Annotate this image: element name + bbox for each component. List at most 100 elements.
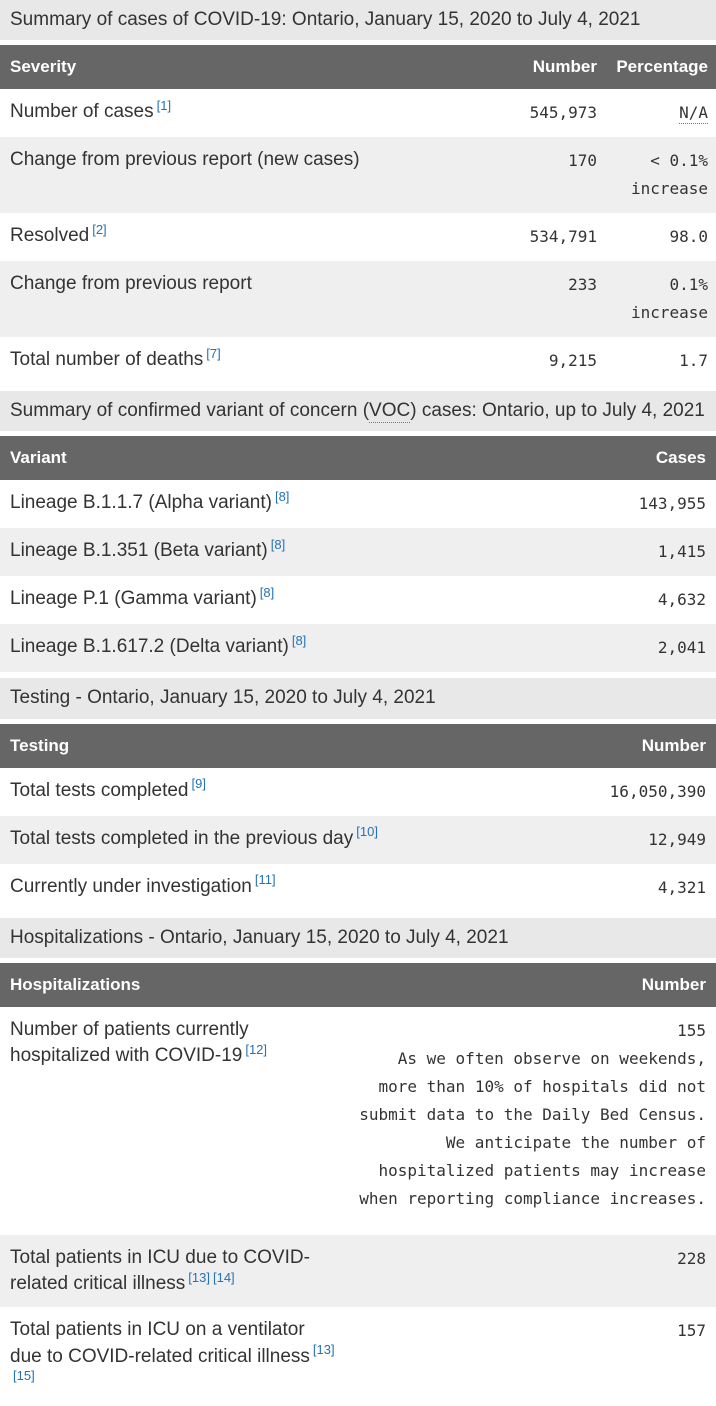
table-row: Change from previous report 233 0.1% inc… [0, 261, 716, 338]
cases-table-caption: Summary of cases of COVID-19: Ontario, J… [0, 0, 716, 41]
row-label-text: Total number of deaths [10, 349, 204, 371]
table-row: Lineage B.1.351 (Beta variant) [8] 1,415 [0, 528, 716, 577]
percentage-cell: N/A [597, 89, 716, 137]
row-label-text: Change from previous report [10, 273, 252, 295]
column-header-testing: Testing [0, 723, 560, 768]
row-label-text: Number of patients currently hospitalize… [10, 1018, 249, 1067]
column-header-hospitalizations: Hospitalizations [0, 962, 348, 1007]
voc-table-caption: Summary of confirmed variant of concern … [0, 391, 716, 432]
number-cell: 157 [677, 1321, 706, 1341]
caption-text: ) cases: Ontario, up to July 4, 2021 [410, 400, 705, 422]
percentage-value: < 0.1% [650, 151, 708, 171]
row-label-text: Total patients in ICU due to COVID-relat… [10, 1246, 310, 1295]
percentage-cell: 0.1% increase [597, 261, 716, 337]
number-cell: 12,949 [648, 829, 706, 849]
row-label: Change from previous report (new cases) [0, 137, 479, 213]
number-cell: 534,791 [529, 227, 597, 247]
cases-cell: 4,632 [657, 590, 706, 610]
table-row: Total tests completed [9] 16,050,390 [0, 767, 716, 816]
table-row: Number of cases [1] 545,973 N/A [0, 89, 716, 138]
voc-section: Summary of confirmed variant of concern … [0, 391, 716, 673]
footnote-link[interactable]: [13] [312, 1342, 335, 1358]
column-header-variant: Variant [0, 436, 560, 481]
footnote-link[interactable]: [15] [13, 1368, 35, 1384]
row-label-text: Number of cases [10, 101, 154, 123]
footnote-link[interactable]: [14] [212, 1269, 235, 1285]
percentage-cell: 1.7 [679, 351, 708, 371]
cases-table: Severity Number Percentage Number of cas… [0, 45, 716, 386]
voc-header-row: Variant Cases [0, 436, 716, 481]
footnote-link[interactable]: [2] [92, 221, 107, 237]
number-cell: 545,973 [529, 103, 597, 123]
cases-section: Summary of cases of COVID-19: Ontario, J… [0, 0, 716, 386]
footnote-link[interactable]: [11] [254, 872, 276, 888]
row-label-text: Lineage B.1.617.2 (Delta variant) [10, 636, 289, 658]
row-label-text: Lineage P.1 (Gamma variant) [10, 588, 257, 610]
percentage-cell: 98.0 [669, 227, 708, 247]
cases-cell: 2,041 [657, 638, 706, 658]
testing-header-row: Testing Number [0, 723, 716, 768]
footnote-link[interactable]: [8] [291, 633, 307, 649]
row-label: Total number of deaths [7] [0, 337, 479, 385]
table-row: Lineage B.1.1.7 (Alpha variant) [8] 143,9… [0, 480, 716, 529]
not-applicable-abbr: N/A [679, 103, 708, 125]
percentage-direction: increase [630, 179, 708, 199]
row-label: Total patients in ICU due to COVID-relat… [0, 1235, 348, 1307]
testing-table-caption: Testing - Ontario, January 15, 2020 to J… [0, 678, 716, 719]
table-row: Total number of deaths [7] 9,215 1.7 [0, 337, 716, 386]
footnote-link[interactable]: [8] [270, 537, 286, 553]
row-label: Number of patients currently hospitalize… [0, 1007, 348, 1235]
row-label: Total tests completed in the previous da… [0, 816, 560, 864]
row-label-text: Currently under investigation [10, 875, 252, 897]
row-label-text: Lineage B.1.351 (Beta variant) [10, 540, 268, 562]
row-label-text: Total tests completed [10, 779, 189, 801]
column-header-cases: Cases [560, 436, 716, 481]
number-cell: 233 [568, 275, 597, 295]
column-header-number: Number [348, 962, 716, 1007]
table-row: Total tests completed in the previous da… [0, 815, 716, 864]
hospitalizations-table: Hospitalizations Number Number of patien… [0, 962, 716, 1406]
table-row: Number of patients currently hospitalize… [0, 1006, 716, 1235]
cases-cell: 143,955 [638, 494, 706, 514]
row-label: Number of cases [1] [0, 89, 479, 137]
hospitalizations-table-caption: Hospitalizations - Ontario, January 15, … [0, 917, 716, 958]
table-row: Total patients in ICU on a ventilator du… [0, 1307, 716, 1406]
caption-text: Summary of confirmed variant of concern … [10, 400, 370, 422]
row-label: Lineage B.1.351 (Beta variant) [8] [0, 528, 560, 576]
row-label: Lineage B.1.617.2 (Delta variant) [8] [0, 624, 560, 672]
footnote-link[interactable]: [10] [356, 824, 378, 840]
cases-cell: 1,415 [657, 542, 706, 562]
testing-section: Testing - Ontario, January 15, 2020 to J… [0, 678, 716, 912]
voc-abbr: VOC [369, 400, 411, 424]
table-row: Change from previous report (new cases) … [0, 137, 716, 214]
column-header-severity: Severity [0, 45, 479, 90]
row-label: Currently under investigation [11] [0, 864, 560, 912]
footnote-link[interactable]: [8] [259, 585, 275, 601]
row-label-text: Lineage B.1.1.7 (Alpha variant) [10, 492, 272, 514]
number-cell: 155 As we often observe on weekends, mor… [348, 1007, 716, 1235]
number-cell: 170 [568, 151, 597, 171]
table-row: Resolved [2] 534,791 98.0 [0, 213, 716, 262]
row-label-text: Change from previous report (new cases) [10, 149, 360, 171]
footnote-link[interactable]: [8] [274, 489, 290, 505]
column-header-number: Number [560, 723, 716, 768]
column-header-number: Number [479, 45, 597, 90]
row-label-text: Total tests completed in the previous da… [10, 827, 354, 849]
row-label: Total tests completed [9] [0, 768, 560, 816]
table-row: Total patients in ICU due to COVID-relat… [0, 1234, 716, 1308]
footnote-link[interactable]: [13] [188, 1269, 210, 1285]
row-label: Lineage P.1 (Gamma variant) [8] [0, 576, 560, 624]
row-label: Change from previous report [0, 261, 479, 337]
hospitalizations-header-row: Hospitalizations Number [0, 962, 716, 1007]
footnote-link[interactable]: [9] [191, 776, 206, 792]
footnote-link[interactable]: [7] [206, 345, 221, 361]
row-label: Lineage B.1.1.7 (Alpha variant) [8] [0, 480, 560, 528]
percentage-value: 0.1% [669, 275, 708, 295]
row-label-text: Total patients in ICU on a ventilator du… [10, 1319, 310, 1367]
hospitalization-note: As we often observe on weekends, more th… [359, 1048, 706, 1208]
table-row: Lineage P.1 (Gamma variant) [8] 4,632 [0, 576, 716, 625]
voc-table: Variant Cases Lineage B.1.1.7 (Alpha var… [0, 436, 716, 673]
hospitalizations-section: Hospitalizations - Ontario, January 15, … [0, 917, 716, 1406]
footnote-link[interactable]: [12] [245, 1041, 268, 1057]
footnote-link[interactable]: [1] [156, 97, 172, 113]
